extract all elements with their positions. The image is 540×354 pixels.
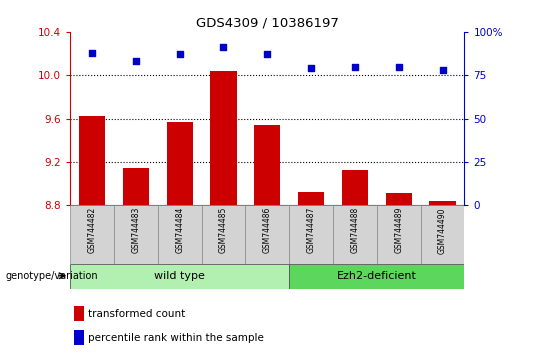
Text: genotype/variation: genotype/variation	[5, 271, 98, 281]
Bar	[342, 170, 368, 205]
Point	[394, 64, 403, 69]
Text: transformed count: transformed count	[88, 309, 185, 319]
Bar	[211, 71, 237, 205]
Bar	[201, 205, 245, 264]
Bar	[298, 192, 324, 205]
Text: GSM744482: GSM744482	[87, 207, 97, 253]
Text: GSM744484: GSM744484	[175, 207, 184, 253]
Text: percentile rank within the sample: percentile rank within the sample	[88, 333, 264, 343]
Bar	[289, 264, 464, 289]
Point	[263, 52, 272, 57]
Title: GDS4309 / 10386197: GDS4309 / 10386197	[196, 16, 339, 29]
Point	[132, 58, 140, 64]
Bar	[377, 205, 421, 264]
Point	[219, 45, 228, 50]
Bar	[70, 264, 289, 289]
Text: GSM744488: GSM744488	[350, 207, 360, 253]
Bar	[254, 125, 280, 205]
Text: GSM744490: GSM744490	[438, 207, 447, 253]
Bar	[79, 116, 105, 205]
Point	[88, 50, 97, 56]
Bar	[70, 205, 114, 264]
Bar	[114, 205, 158, 264]
Text: GSM744486: GSM744486	[263, 207, 272, 253]
Bar	[333, 205, 377, 264]
Bar	[245, 205, 289, 264]
Bar	[74, 306, 84, 321]
Bar	[166, 122, 193, 205]
Text: GSM744489: GSM744489	[394, 207, 403, 253]
Text: GSM744487: GSM744487	[307, 207, 315, 253]
Point	[350, 64, 359, 69]
Bar	[429, 201, 456, 205]
Text: wild type: wild type	[154, 271, 205, 281]
Bar	[74, 330, 84, 345]
Bar	[123, 169, 149, 205]
Bar	[421, 205, 464, 264]
Bar	[289, 205, 333, 264]
Text: GSM744485: GSM744485	[219, 207, 228, 253]
Point	[307, 65, 315, 71]
Bar	[158, 205, 201, 264]
Text: Ezh2-deficient: Ezh2-deficient	[337, 271, 417, 281]
Point	[438, 67, 447, 73]
Bar	[386, 193, 412, 205]
Point	[176, 52, 184, 57]
Text: GSM744483: GSM744483	[131, 207, 140, 253]
